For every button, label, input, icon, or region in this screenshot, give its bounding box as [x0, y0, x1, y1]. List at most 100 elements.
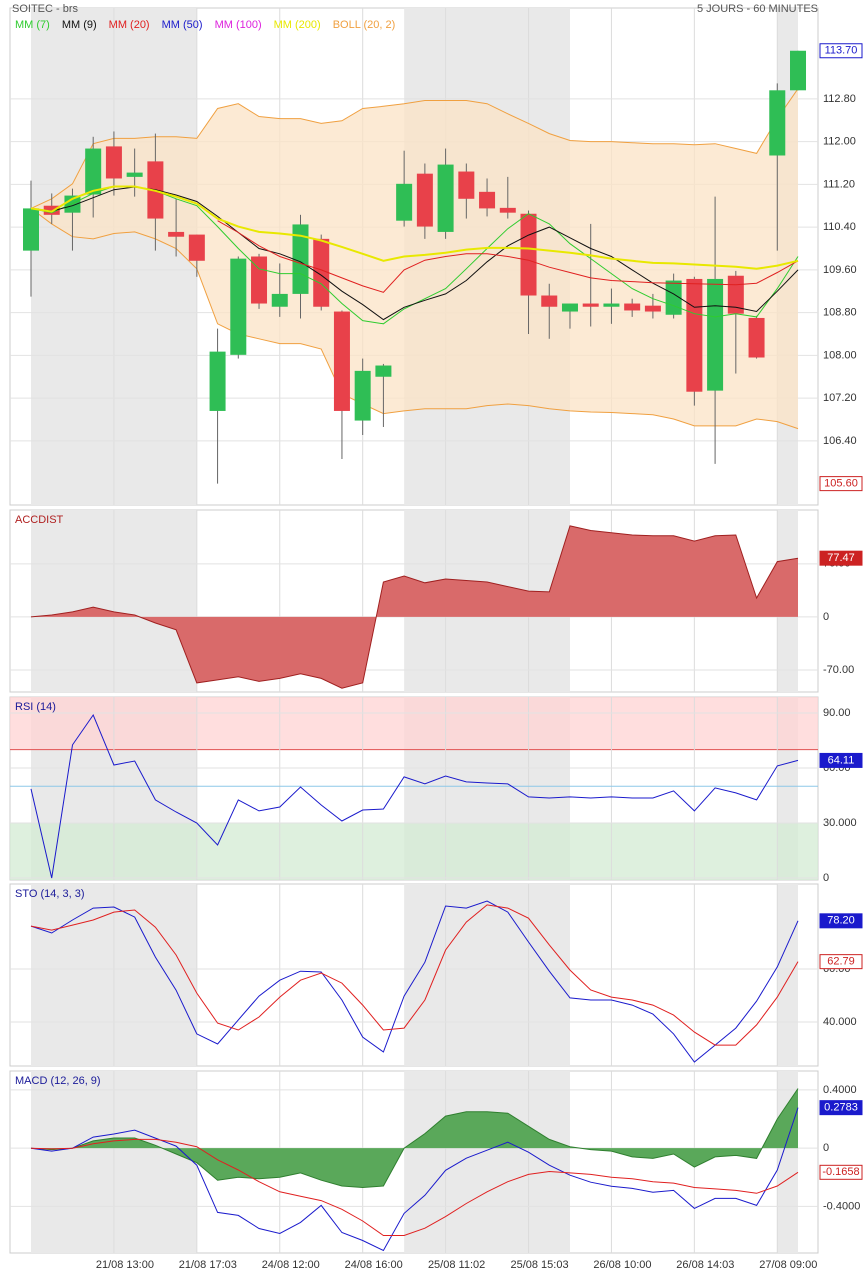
candle-body [644, 305, 661, 312]
y-tick-label: 90.00 [823, 707, 851, 719]
legend-entry: MM (100) [215, 19, 262, 31]
candle-body [188, 234, 205, 261]
zone [10, 822, 818, 880]
series-line [30, 1138, 799, 1236]
y-tick-label: 108.00 [823, 349, 857, 361]
series-line [30, 525, 799, 689]
candle-body [375, 365, 392, 377]
session-shade [777, 884, 799, 1066]
candle-body [354, 370, 371, 421]
x-tick-label: 27/08 09:00 [759, 1259, 817, 1271]
y-tick-label: 111.20 [823, 178, 855, 190]
y-tick-label: -0.4000 [823, 1200, 860, 1212]
last-value-label: 105.60 [824, 478, 858, 490]
y-tick-label: 112.00 [823, 136, 856, 148]
candle-body [333, 311, 350, 411]
series-line [30, 1088, 799, 1189]
last-value-box [819, 476, 863, 492]
last-value-box [819, 954, 863, 970]
x-tick-label: 26/08 10:00 [593, 1259, 651, 1271]
candle-body [541, 295, 558, 307]
candle-body [105, 146, 122, 179]
x-tick-label: 21/08 13:00 [96, 1259, 154, 1271]
legend-entry: MM (50) [162, 19, 203, 31]
candle-body [168, 231, 185, 237]
candle-body [292, 224, 309, 294]
x-tick-label: 25/08 15:03 [510, 1259, 568, 1271]
y-tick-label: 0.4000 [823, 1084, 857, 1096]
band-fill [31, 88, 798, 429]
last-value-label: 113.70 [825, 45, 858, 57]
x-tick-label: 25/08 11:02 [428, 1259, 485, 1271]
candle-body [624, 303, 641, 311]
last-value-label: 0.2783 [824, 1102, 858, 1114]
y-tick-label: 30.000 [823, 817, 857, 829]
area-fill [31, 525, 799, 689]
series-line [30, 207, 799, 430]
panel-title: STO (14, 3, 3) [15, 888, 85, 900]
candle-body [707, 278, 724, 391]
chart-subtitle: 5 JOURS - 60 MINUTES [697, 3, 818, 15]
candle-body [437, 164, 454, 232]
y-tick-label: 106.40 [823, 435, 857, 447]
legend-entry: MM (7) [15, 19, 50, 31]
y-tick-label: 112.80 [823, 93, 856, 105]
y-tick-label: 107.20 [823, 392, 857, 404]
series-line [30, 186, 799, 321]
y-tick-label: -70.00 [823, 664, 854, 676]
candle-body [665, 280, 682, 315]
x-tick-label: 26/08 14:03 [676, 1259, 734, 1271]
y-tick-label: 0 [823, 611, 829, 623]
candle-body [790, 50, 807, 91]
y-tick-label: 40.000 [823, 1016, 857, 1028]
series-line [30, 713, 799, 879]
candle-body [603, 303, 620, 307]
y-tick-label: 110.40 [823, 221, 856, 233]
candle-body [396, 183, 413, 221]
candle-body [230, 258, 247, 355]
candle-body [479, 191, 496, 209]
x-tick-label: 24/08 12:00 [262, 1259, 320, 1271]
candle-body [520, 213, 537, 296]
last-value-label: -0.1658 [822, 1166, 859, 1178]
chart-title: SOITEC - brs [12, 3, 79, 15]
panel-title: RSI (14) [15, 701, 56, 713]
session-shade [404, 884, 570, 1066]
x-tick-label: 21/08 17:03 [179, 1259, 237, 1271]
last-value-box [819, 752, 863, 768]
last-value-box [819, 1100, 863, 1116]
legend-entry: MM (200) [274, 19, 321, 31]
candle-body [458, 171, 475, 199]
candle-body [313, 238, 330, 307]
candle-body [85, 148, 102, 195]
candle-body [748, 317, 765, 358]
candle-body [686, 278, 703, 392]
candle-body [769, 90, 786, 156]
x-tick-label: 24/08 16:00 [345, 1259, 403, 1271]
series-line [30, 88, 799, 209]
y-tick-label: 108.80 [823, 307, 857, 319]
panel-title: MACD (12, 26, 9) [15, 1075, 101, 1087]
series-line [30, 900, 799, 1063]
last-value-box [819, 1164, 863, 1180]
last-value-box [819, 550, 863, 566]
y-tick-label: 0 [823, 1142, 829, 1154]
session-shade [404, 1071, 570, 1253]
candle-body [126, 172, 143, 177]
last-value-box [819, 913, 863, 929]
candle-body [416, 173, 433, 227]
y-tick-label: 109.60 [823, 264, 857, 276]
last-value-label: 77.47 [827, 552, 855, 564]
candle-body [271, 293, 288, 307]
legend-entry: MM (9) [62, 19, 97, 31]
candle-body [23, 208, 39, 251]
candle-body [499, 207, 516, 213]
y-tick-label: 0 [823, 872, 829, 884]
candle-body [251, 256, 268, 304]
legend-entry: BOLL (20, 2) [333, 19, 396, 31]
candle-body [561, 303, 578, 312]
candle-body [209, 351, 226, 411]
candle-body [43, 205, 60, 215]
series-line [30, 185, 799, 270]
